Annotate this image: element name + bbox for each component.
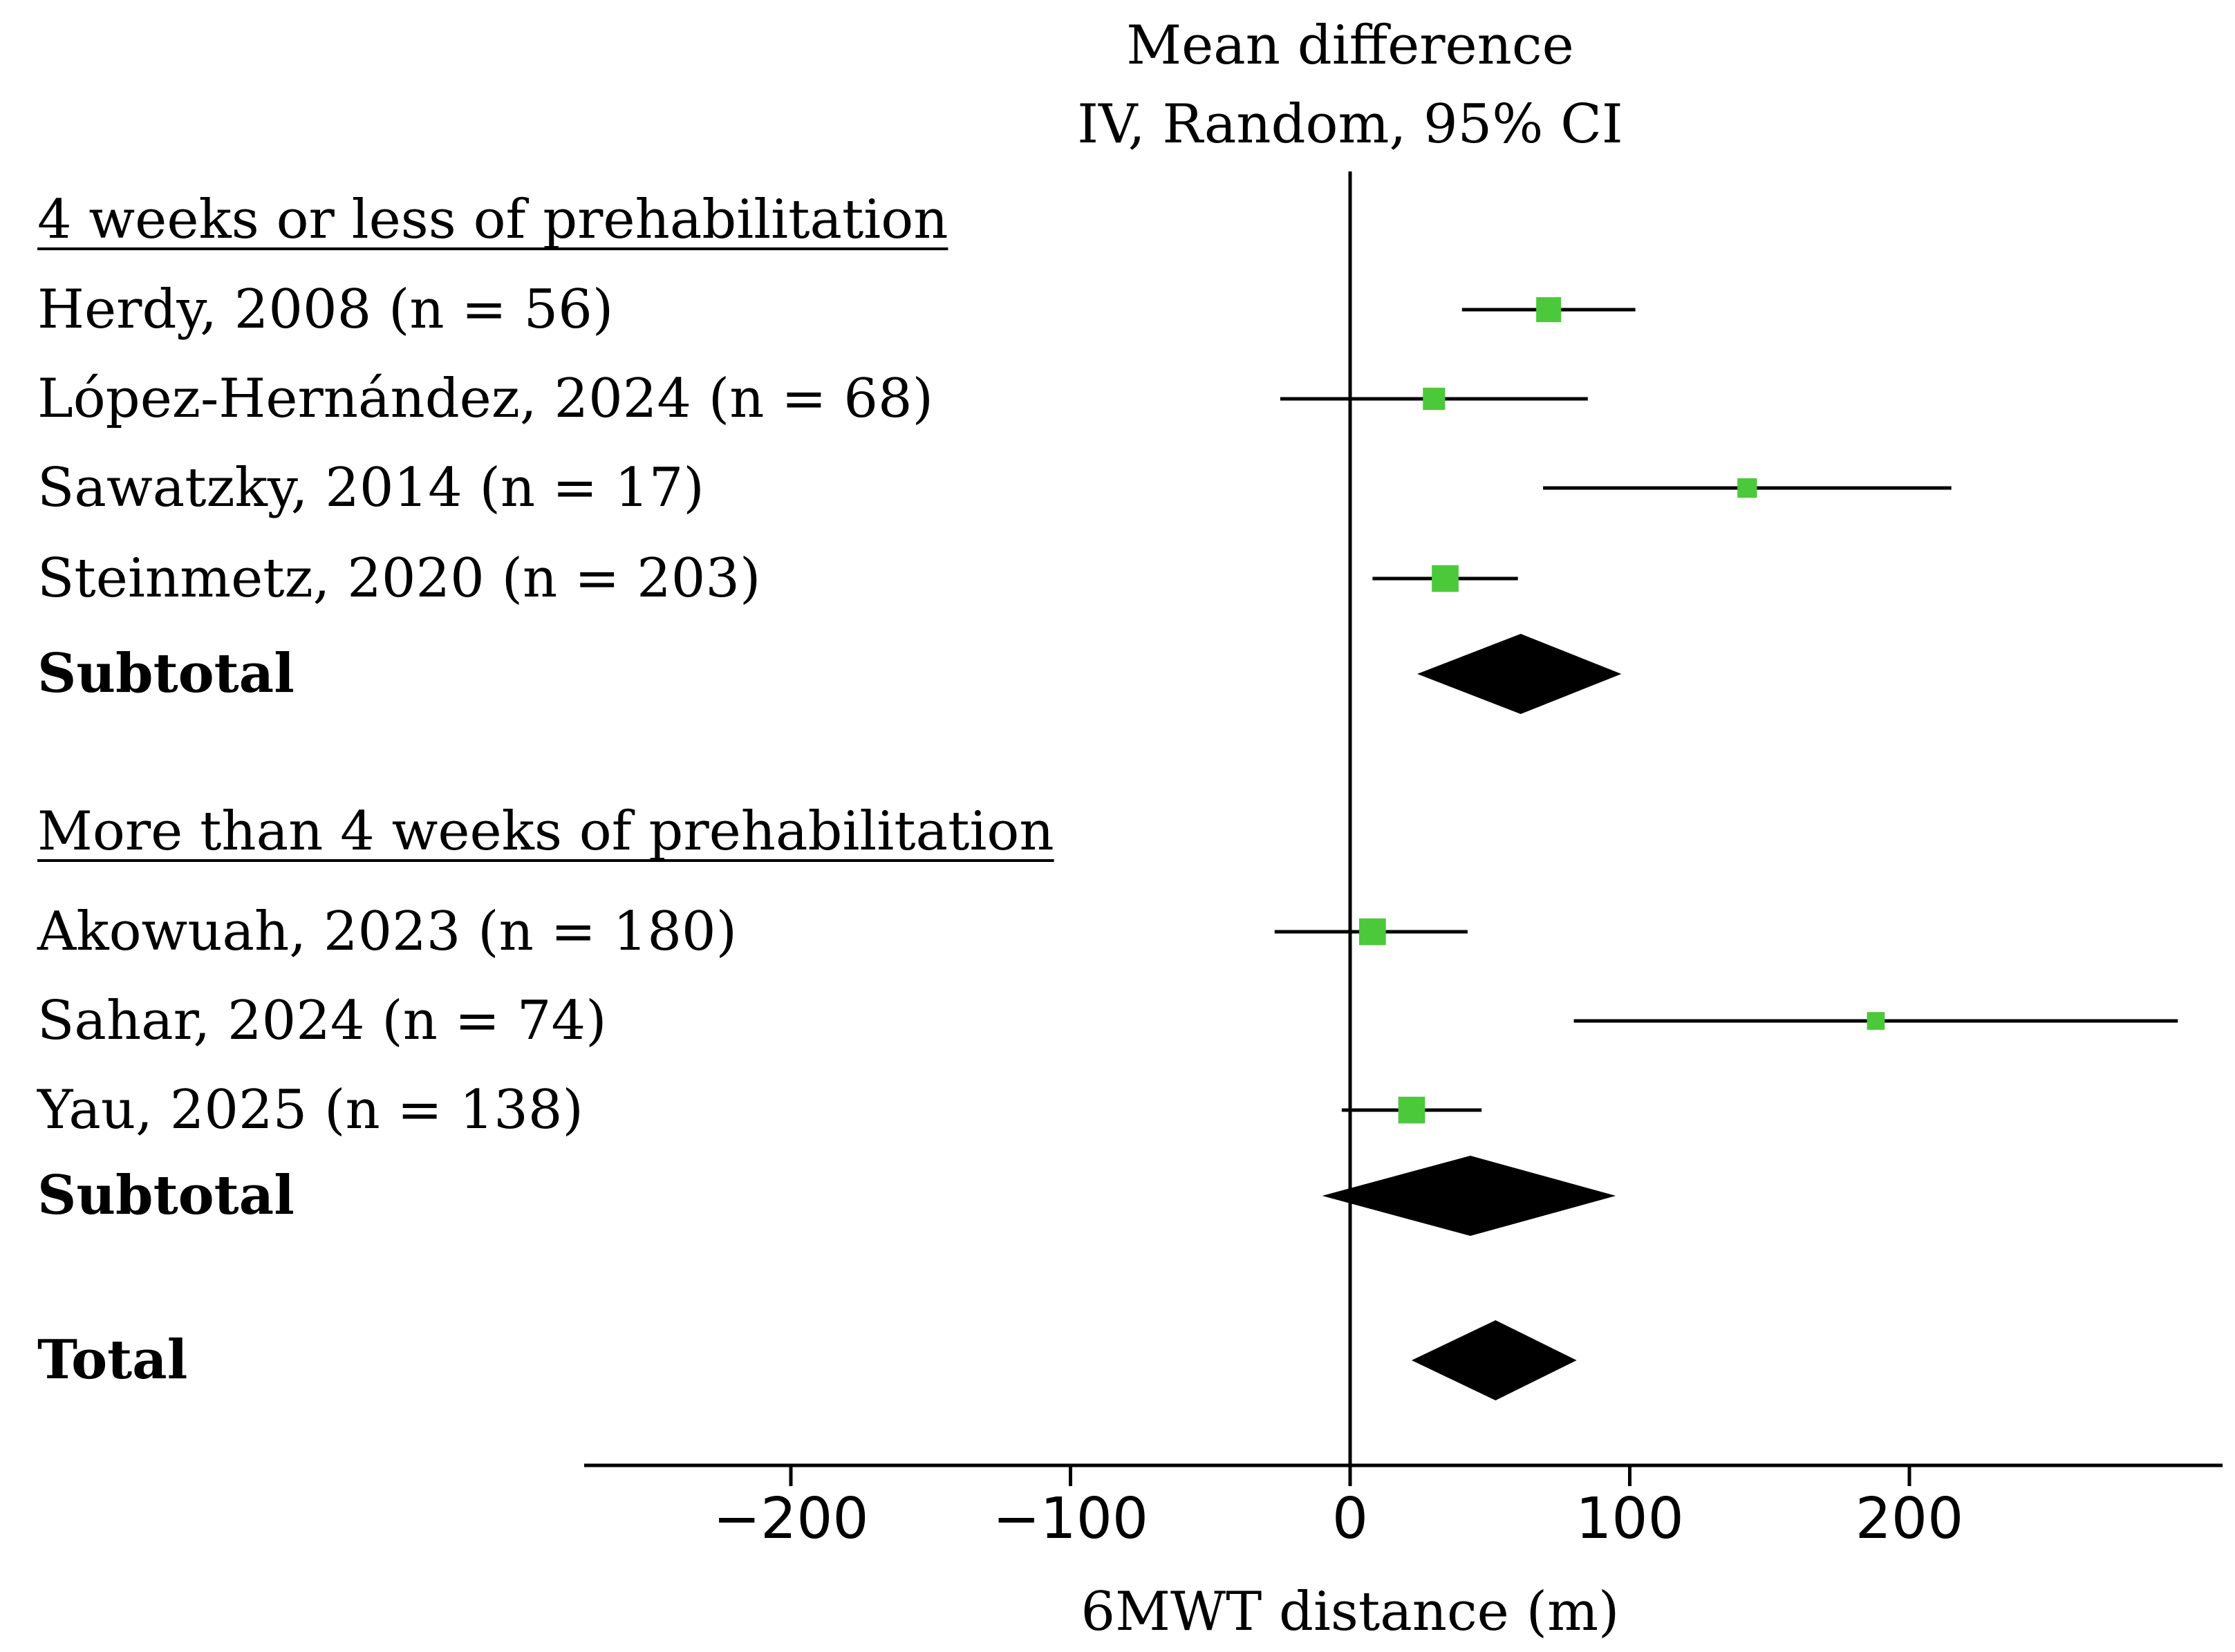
study-label: Sahar, 2024 (n = 74) bbox=[37, 990, 607, 1052]
subtotal-diamond bbox=[1417, 634, 1622, 714]
header-line-2: IV, Random, 95% CI bbox=[1077, 93, 1623, 156]
x-tick-label: 100 bbox=[1575, 1486, 1684, 1552]
study-label: Herdy, 2008 (n = 56) bbox=[37, 279, 613, 341]
x-tick-label: 0 bbox=[1332, 1486, 1368, 1552]
study-point-estimate bbox=[1737, 478, 1757, 498]
x-tick-label: −100 bbox=[993, 1486, 1148, 1552]
total-label: Total bbox=[37, 1329, 187, 1391]
study-label: Yau, 2025 (n = 138) bbox=[37, 1079, 583, 1141]
header-line-1: Mean difference bbox=[1126, 15, 1574, 77]
study-label: López-Hernández, 2024 (n = 68) bbox=[37, 368, 933, 430]
group-header-2: More than 4 weeks of prehabilitation bbox=[37, 800, 1054, 863]
study-point-estimate bbox=[1359, 918, 1386, 946]
x-tick-label: 200 bbox=[1855, 1486, 1964, 1552]
study-label: Sawatzky, 2014 (n = 17) bbox=[37, 457, 704, 519]
study-point-estimate bbox=[1423, 387, 1446, 411]
x-axis-label: 6MWT distance (m) bbox=[1081, 1581, 1620, 1643]
subtotal-diamond bbox=[1322, 1156, 1616, 1236]
subtotal-label: Subtotal bbox=[37, 1164, 294, 1227]
study-point-estimate bbox=[1398, 1096, 1425, 1124]
study-point-estimate bbox=[1432, 565, 1459, 592]
study-rows: 4 weeks or less of prehabilitation Herdy,… bbox=[37, 189, 2178, 1400]
subtotal-label: Subtotal bbox=[37, 642, 294, 705]
study-point-estimate bbox=[1867, 1012, 1885, 1030]
study-label: Akowuah, 2023 (n = 180) bbox=[37, 901, 737, 963]
x-tick-label: −200 bbox=[713, 1486, 868, 1552]
group-header-1: 4 weeks or less of prehabilitation bbox=[37, 189, 948, 251]
total-diamond bbox=[1411, 1320, 1577, 1400]
x-axis-ticks: −200 −100 0 100 200 bbox=[713, 1465, 1963, 1552]
study-label: Steinmetz, 2020 (n = 203) bbox=[37, 547, 761, 610]
study-point-estimate bbox=[1536, 297, 1562, 323]
